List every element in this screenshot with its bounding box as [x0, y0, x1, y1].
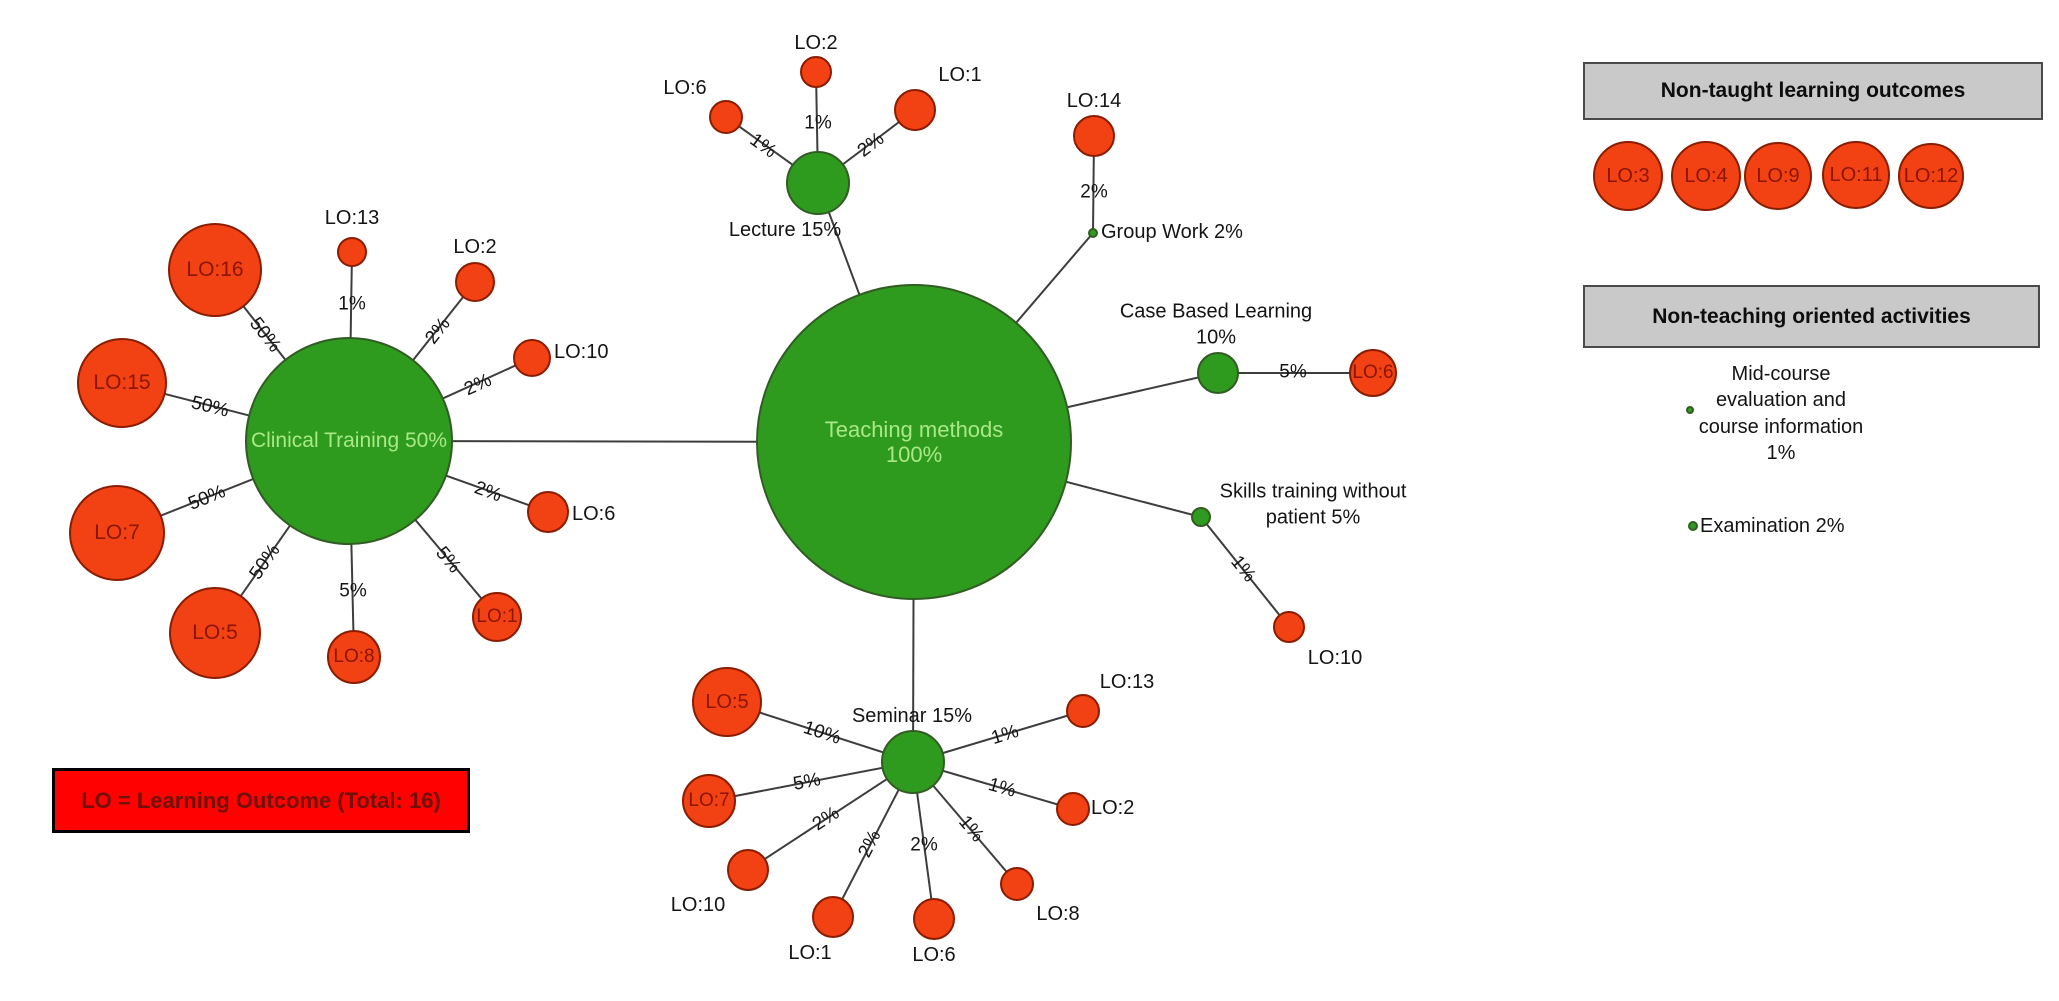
node-cl-lo2: [455, 262, 495, 302]
label-midcourse-label: Mid-course evaluation and course informa…: [1698, 363, 1864, 465]
label-lec-lo2-label: LO:2: [794, 31, 838, 54]
node-nt-lo4: LO:4: [1671, 141, 1741, 211]
panel-non-taught-header: Non-taught learning outcomes: [1583, 62, 2043, 120]
node-cl-lo6: [527, 491, 569, 533]
node-lec-lo1: [894, 89, 936, 131]
panel-non-taught-title: Non-taught learning outcomes: [1660, 79, 1966, 102]
edge-seminar-se-lo7: [708, 761, 914, 802]
edge-label-lecture-lec-lo6: 1%: [745, 129, 781, 163]
node-nt-lo11: LO:11: [1822, 141, 1890, 209]
edge-label-seminar-se-lo10: 2%: [808, 802, 844, 836]
edge-label-seminar-se-lo6: 2%: [910, 834, 938, 856]
node-lecture: [786, 151, 850, 215]
label-se-lo10-label: LO:10: [670, 893, 726, 916]
node-lec-lo2: [800, 56, 832, 88]
edge-label-seminar-se-lo2: 1%: [985, 774, 1019, 802]
edge-label-skills-dot-sk-lo10: 1%: [1226, 551, 1260, 587]
edge-label-clinical-cl-lo2: 2%: [421, 313, 455, 349]
edge-label-lecture-lec-lo2: 1%: [804, 112, 832, 134]
node-se-lo13: [1066, 694, 1100, 728]
label-exam-label: Examination 2%: [1700, 514, 1845, 537]
edge-label-seminar-se-lo13: 1%: [988, 720, 1022, 750]
node-cl-lo10: [513, 339, 551, 377]
node-cl-lo15: LO:15: [77, 338, 167, 428]
node-se-lo6: [913, 898, 955, 940]
edge-skills-dot-sk-lo10: [1200, 516, 1290, 628]
label-cl-lo10-label: LO:10: [554, 340, 609, 363]
label-se-lo8-label: LO:8: [1036, 902, 1080, 925]
node-cl-lo13: [337, 237, 367, 267]
edge-label-clinical-cl-lo1: 5%: [431, 542, 465, 578]
node-nt-lo9: LO:9: [1744, 142, 1812, 210]
node-nt-lo3: LO:3: [1593, 141, 1663, 211]
edge-label-casebased-cb-lo6: 5%: [1279, 361, 1307, 383]
edge-label-seminar-se-lo7: 5%: [791, 769, 823, 795]
node-teaching: Teaching methods 100%: [756, 284, 1072, 600]
label-seminar-title: Seminar 15%: [851, 704, 973, 727]
node-casebased: [1197, 352, 1239, 394]
edge-label-seminar-se-lo5: 10%: [800, 717, 844, 749]
node-midcourse-dot: [1686, 406, 1694, 414]
node-clinical: Clinical Training 50%: [245, 337, 453, 545]
edge-label-seminar-se-lo8: 1%: [954, 811, 988, 847]
edge-label-clinical-cl-lo16: 50%: [245, 313, 286, 357]
edge-label-clinical-cl-lo15: 50%: [189, 392, 232, 422]
label-sk-lo10-label: LO:10: [1307, 646, 1363, 669]
label-gw-lo14-label: LO:14: [1066, 89, 1122, 112]
edge-label-seminar-se-lo1: 2%: [854, 826, 886, 861]
node-se-lo10: [727, 849, 769, 891]
label-se-lo1-label: LO:1: [788, 941, 832, 964]
label-groupwork-title: Group Work 2%: [1101, 220, 1243, 243]
node-se-lo1: [812, 896, 854, 938]
node-sk-lo10: [1273, 611, 1305, 643]
edge-seminar-se-lo10: [747, 761, 914, 871]
node-nt-lo12: LO:12: [1898, 143, 1964, 209]
node-skills-dot: [1191, 507, 1211, 527]
label-lec-lo6-label: LO:6: [663, 76, 707, 99]
label-cl-lo6-label: LO:6: [572, 502, 616, 525]
panel-non-teaching-header: Non-teaching oriented activities: [1583, 285, 2040, 348]
label-se-lo6-label: LO:6: [912, 943, 956, 966]
legend-note-text: LO = Learning Outcome (Total: 16): [81, 787, 441, 813]
label-se-lo13-label: LO:13: [1099, 670, 1155, 693]
node-lec-lo6: [709, 100, 743, 134]
node-cl-lo16: LO:16: [168, 223, 262, 317]
edge-label-clinical-cl-lo13: 1%: [338, 293, 366, 315]
label-cl-lo13-label: LO:13: [324, 206, 380, 229]
node-groupwork-dot: [1088, 228, 1098, 238]
edge-label-lecture-lec-lo1: 2%: [853, 128, 889, 162]
node-se-lo5: LO:5: [692, 667, 762, 737]
node-se-lo2: [1056, 792, 1090, 826]
node-cl-lo1: LO:1: [472, 592, 522, 642]
node-seminar: [881, 730, 945, 794]
edge-label-groupwork-dot-gw-lo14: 2%: [1080, 181, 1108, 203]
node-cl-lo7: LO:7: [69, 485, 165, 581]
node-cl-lo8: LO:8: [327, 630, 381, 684]
label-skills-title: Skills training without patient 5%: [1219, 480, 1407, 529]
node-cl-lo5: LO:5: [169, 587, 261, 679]
label-cl-lo2-label: LO:2: [453, 235, 497, 258]
label-lec-lo1-label: LO:1: [938, 63, 982, 86]
edge-label-clinical-cl-lo7: 50%: [185, 481, 229, 515]
edge-label-clinical-cl-lo5: 50%: [245, 540, 285, 584]
legend-note-box: LO = Learning Outcome (Total: 16): [52, 768, 470, 833]
label-casebased-title: Case Based Learning 10%: [1119, 300, 1313, 349]
node-se-lo7: LO:7: [682, 774, 736, 828]
edge-label-clinical-cl-lo6: 2%: [471, 477, 505, 507]
node-cb-lo6: LO:6: [1349, 349, 1397, 397]
label-lecture-title: Lecture 15%: [728, 218, 842, 241]
node-gw-lo14: [1073, 115, 1115, 157]
node-exam-dot: [1688, 521, 1698, 531]
label-se-lo2-label: LO:2: [1091, 796, 1135, 819]
node-se-lo8: [1000, 867, 1034, 901]
edge-label-clinical-cl-lo10: 2%: [461, 369, 495, 401]
edge-label-clinical-cl-lo8: 5%: [339, 580, 367, 602]
panel-non-teaching-title: Non-teaching oriented activities: [1652, 304, 1971, 328]
